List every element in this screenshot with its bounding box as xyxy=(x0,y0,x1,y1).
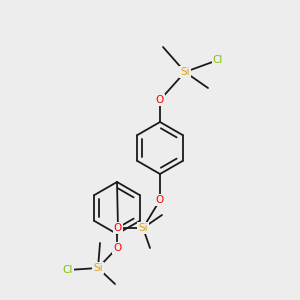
Text: O: O xyxy=(113,243,121,253)
Text: O: O xyxy=(156,195,164,205)
Text: Si: Si xyxy=(138,223,148,233)
Text: O: O xyxy=(114,223,122,233)
Text: Si: Si xyxy=(180,67,190,77)
Text: O: O xyxy=(156,95,164,105)
Text: Si: Si xyxy=(93,263,103,273)
Text: Cl: Cl xyxy=(63,265,73,275)
Text: Cl: Cl xyxy=(213,55,223,65)
